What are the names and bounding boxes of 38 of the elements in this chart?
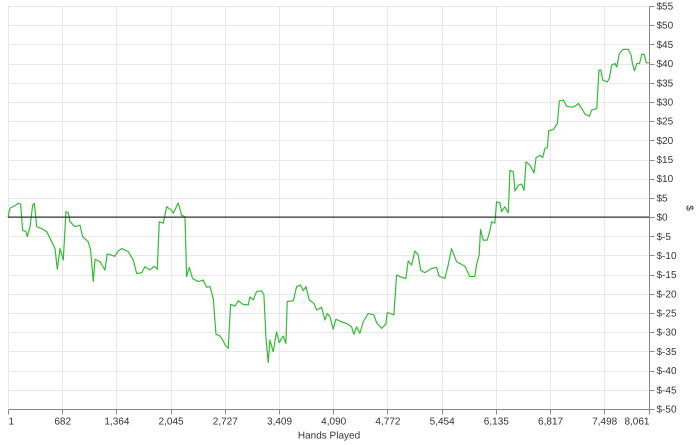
y-tick-label: $-5 xyxy=(656,232,672,243)
y-tick-label: $-20 xyxy=(656,289,677,300)
y-tick-label: $25 xyxy=(656,116,674,128)
y-tick-label: $-40 xyxy=(656,366,677,378)
x-tick-label: 4,772 xyxy=(375,416,401,428)
y-tick-label: $10 xyxy=(656,174,674,186)
x-tick-label: 6,135 xyxy=(484,416,510,428)
y-tick-label: $-50 xyxy=(656,404,677,416)
x-tick-label: 4,090 xyxy=(321,416,347,428)
x-tick-label: 2,727 xyxy=(212,416,238,428)
y-tick-label: $15 xyxy=(656,155,674,166)
y-tick-label: $40 xyxy=(656,59,674,70)
y-tick-label: $-30 xyxy=(656,328,677,339)
y-tick-label: $0 xyxy=(656,212,668,224)
y-tick-label: $35 xyxy=(656,78,674,90)
y-tick-label: $5 xyxy=(656,193,668,204)
y-tick-label: $45 xyxy=(656,40,674,51)
y-tick-label: $50 xyxy=(656,20,674,32)
y-tick-label: $20 xyxy=(656,136,674,147)
y-tick-label: $-35 xyxy=(656,346,677,358)
line-series xyxy=(7,48,650,364)
y-tick-label: $55 xyxy=(656,2,674,12)
y-tick-label: $30 xyxy=(656,97,674,108)
x-tick-label: 5,454 xyxy=(430,416,456,428)
x-axis-title: Hands Played xyxy=(298,430,360,442)
y-tick-label: $-15 xyxy=(656,270,677,282)
y-axis-title: $ xyxy=(684,205,695,212)
x-tick-label: 1,364 xyxy=(104,416,130,428)
y-tick-label: $-10 xyxy=(656,250,677,262)
x-tick-label: 6,817 xyxy=(538,416,564,428)
x-tick-label: 8,061 xyxy=(624,416,650,428)
x-tick-label: 682 xyxy=(54,416,72,428)
x-tick-label: 2,045 xyxy=(158,416,184,428)
y-tick-label: $-45 xyxy=(656,385,677,396)
x-tick-label: 1 xyxy=(8,416,14,428)
x-tick-label: 3,409 xyxy=(267,416,292,428)
y-tick-label: $-25 xyxy=(656,308,677,320)
x-tick-label: 7,498 xyxy=(592,416,618,428)
